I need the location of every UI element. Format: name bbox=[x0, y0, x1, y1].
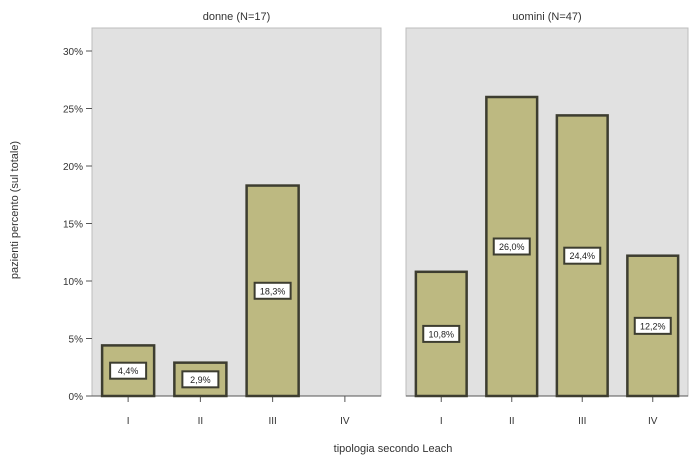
data-label-box bbox=[563, 246, 602, 265]
data-label: 26,0% bbox=[499, 242, 525, 252]
data-label-box bbox=[253, 281, 292, 300]
y-tick-label: 15% bbox=[63, 220, 83, 231]
data-label: 18,3% bbox=[260, 286, 286, 296]
y-tick-label: 5% bbox=[69, 335, 84, 346]
data-label: 24,4% bbox=[569, 251, 595, 261]
x-tick-label: II bbox=[198, 416, 204, 427]
x-tick-label: I bbox=[127, 416, 130, 427]
panel-background bbox=[91, 27, 382, 397]
y-axis-label: pazienti percento (sul totale) bbox=[9, 141, 21, 279]
data-label-box bbox=[633, 316, 672, 335]
x-tick-label: III bbox=[268, 416, 276, 427]
y-tick-label: 0% bbox=[69, 392, 84, 403]
data-label-box bbox=[422, 324, 461, 343]
panel-1: donne (N=17) I 4,4% II 2,9% III 18,3% IV bbox=[91, 11, 382, 427]
panel-title: uomini (N=47) bbox=[512, 11, 581, 23]
x-tick-label: IV bbox=[340, 416, 350, 427]
x-tick-label: I bbox=[440, 416, 443, 427]
panels-layer: donne (N=17)I4,4%II2,9%III18,3%IVuomini … bbox=[91, 11, 689, 427]
y-tick-label: 20% bbox=[63, 162, 83, 173]
x-tick-label: IV bbox=[648, 416, 658, 427]
data-label-box bbox=[109, 361, 148, 380]
data-label: 12,2% bbox=[640, 321, 666, 331]
x-axis-label: tipologia secondo Leach bbox=[334, 443, 453, 455]
y-tick-label: 25% bbox=[63, 105, 83, 116]
data-label: 2,9% bbox=[190, 375, 211, 385]
y-tick-label: 30% bbox=[63, 47, 83, 58]
panel-2: uomini (N=47) I 10,8% II 26,0% III 24,4% IV 12,2… bbox=[405, 11, 689, 427]
data-label-box bbox=[492, 237, 531, 256]
x-tick-label: II bbox=[509, 416, 515, 427]
y-axis: 0% 5% 10% 15% 20% 25% 30% bbox=[63, 47, 92, 403]
panel-title: donne (N=17) bbox=[203, 11, 271, 23]
y-tick-label: 10% bbox=[63, 277, 83, 288]
data-label-box bbox=[181, 370, 220, 389]
x-tick-label: III bbox=[578, 416, 586, 427]
data-label: 10,8% bbox=[428, 329, 454, 339]
data-label: 4,4% bbox=[118, 366, 139, 376]
